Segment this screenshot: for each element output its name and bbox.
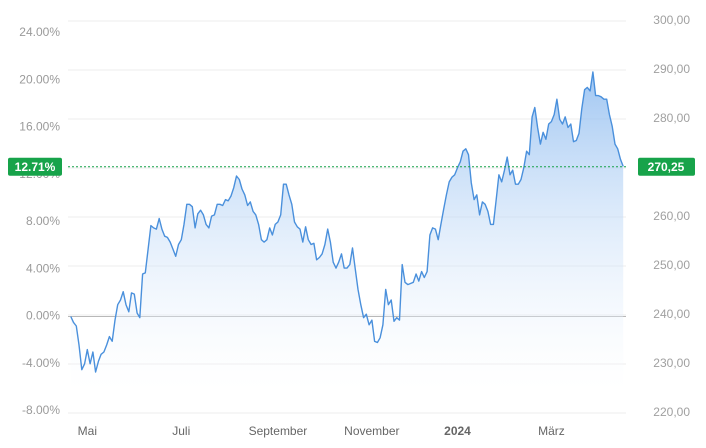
x-tick-label: November: [344, 424, 399, 438]
x-tick-label: Mai: [78, 424, 97, 438]
y-tick-label: -4.00%: [22, 356, 60, 370]
y2-tick-label: 290,00: [653, 62, 690, 76]
y-tick-label: 0.00%: [26, 309, 60, 323]
y-tick-label: -8.00%: [22, 403, 60, 417]
y2-tick-label: 240,00: [653, 307, 690, 321]
current-pct-badge: [8, 157, 62, 176]
y2-tick-label: 250,00: [653, 258, 690, 272]
y2-tick-label: 280,00: [653, 111, 690, 125]
y-tick-label: 4.00%: [26, 261, 60, 275]
y-tick-label: 20.00%: [19, 72, 60, 86]
area-fill: [70, 72, 624, 390]
y2-tick-label: 230,00: [653, 356, 690, 370]
current-price-label: 270,25: [648, 160, 685, 174]
y-tick-label: 24.00%: [19, 25, 60, 39]
current-pct-label: 12.71%: [15, 160, 56, 174]
x-tick-label: September: [249, 424, 308, 438]
x-tick-label: März: [538, 424, 565, 438]
y2-tick-label: 300,00: [653, 13, 690, 27]
y-tick-label: 16.00%: [19, 120, 60, 134]
current-price-badge: [638, 157, 695, 176]
price-line: [70, 71, 624, 373]
y-tick-label: 8.00%: [26, 214, 60, 228]
y2-tick-label: 260,00: [653, 209, 690, 223]
y2-tick-label: 220,00: [653, 405, 690, 419]
x-tick-label: Juli: [172, 424, 190, 438]
x-tick-label: 2024: [444, 424, 471, 438]
